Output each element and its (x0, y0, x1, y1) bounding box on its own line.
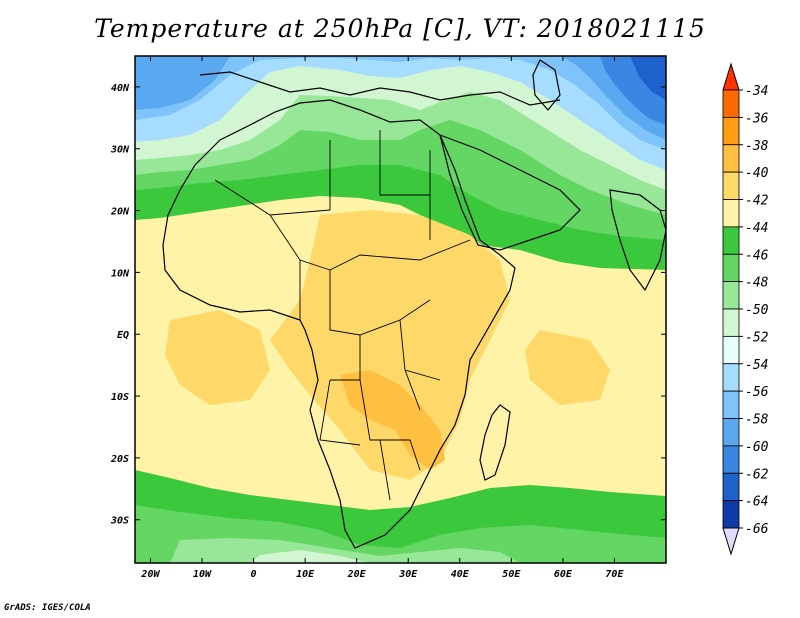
field-band-south-minus50 (170, 538, 520, 563)
colorbar-label: -44 (745, 221, 768, 236)
colorbar-swatch (722, 116, 740, 146)
colorbar-label: -52 (745, 330, 769, 345)
lon-tick-label: 0 (251, 569, 257, 580)
colorbar-label: -36 (745, 111, 769, 126)
colorbar-swatch (722, 253, 740, 283)
colorbar-swatch (722, 335, 740, 365)
field-band-minus54 (135, 56, 666, 170)
lon-tick-label: 20W (140, 569, 160, 580)
colorbar-swatch (722, 144, 740, 173)
lon-tick-label: 50E (502, 569, 521, 580)
colorbar-label: -38 (745, 139, 769, 154)
temperature-field (135, 56, 666, 563)
lat-tick-label: 10N (111, 268, 130, 279)
lat-tick-label: 30N (110, 145, 130, 156)
europe-coastline (199, 71, 561, 106)
colorbar-swatch (722, 418, 740, 447)
field-band-minus62 (630, 56, 666, 100)
colorbar-swatch (722, 89, 740, 118)
colorbar-label: -64 (745, 495, 768, 510)
lon-tick-label: 10W (193, 569, 212, 580)
colorbar-bottom-triangle (722, 527, 740, 556)
colorbar-swatch (722, 199, 740, 228)
lon-tick-label: 70E (605, 569, 624, 580)
colorbar-label: -46 (745, 248, 769, 263)
lon-tick-label: 30E (398, 569, 418, 580)
colorbar-swatch (722, 445, 740, 474)
colorbar-swatch (722, 281, 740, 310)
country-borders (214, 130, 471, 501)
lat-tick-label: 10S (111, 392, 129, 403)
lon-tick-label: 20E (347, 569, 367, 580)
field-band-minus42-east (525, 330, 610, 405)
colorbar-label: -66 (745, 522, 769, 537)
lat-tick-label: 30S (110, 516, 129, 527)
africa-coastline (162, 99, 516, 549)
colorbar-label: -62 (745, 467, 769, 482)
caspian-coastline (532, 59, 561, 111)
coastlines (162, 59, 666, 549)
lat-tick-label: 20N (110, 207, 130, 218)
field-band-south-minus52 (250, 550, 370, 563)
colorbar-label: -58 (745, 413, 769, 428)
colorbar-swatch (722, 472, 740, 502)
colorbar-label: -34 (745, 84, 768, 99)
colorbar-label: -40 (745, 166, 769, 181)
map-frame (134, 55, 667, 564)
arabia-coastline (439, 134, 581, 251)
lat-tick-label: 20S (110, 454, 129, 465)
colorbar-label: -56 (745, 385, 769, 400)
lon-tick-label: 60E (554, 569, 573, 580)
lat-tick-label: 40N (111, 83, 130, 94)
field-band-minus40 (340, 370, 445, 470)
colorbar-top-triangle (722, 62, 740, 91)
lon-axis: 20W 10W 0 10E 20E 30E 40E 50E 60E 70E (140, 56, 624, 580)
lon-tick-label: 40E (451, 569, 470, 580)
colorbar-label: -48 (745, 276, 769, 291)
colorbar-swatch (722, 363, 740, 392)
colorbar-swatch (722, 226, 740, 255)
colorbar-swatch (722, 390, 740, 419)
colorbar-swatch (722, 500, 740, 529)
colorbar-label: -60 (745, 440, 769, 455)
colorbar: -34 -36 -38 -40 -42 -44 -46 -48 -50 -52 -54 -56 -58 -… (722, 62, 769, 556)
colorbar-label: -50 (745, 303, 769, 318)
india-coastline (609, 189, 666, 292)
colorbar-label: -42 (745, 194, 769, 209)
credit-label: GrADS: IGES/COLA (4, 603, 91, 613)
colorbar-swatch (722, 308, 740, 337)
lon-tick-label: 10E (296, 569, 315, 580)
chart-title: Temperature at 250hPa [C], VT: 201802111… (94, 14, 706, 43)
colorbar-label: -54 (745, 358, 768, 373)
colorbar-swatch (722, 171, 740, 200)
field-band-minus42-west (165, 310, 270, 405)
lat-axis: 40N 30N 20N 10N EQ 10S 20S 30S (110, 83, 666, 527)
madagascar-coastline (479, 404, 511, 481)
lat-tick-label: EQ (117, 330, 129, 341)
